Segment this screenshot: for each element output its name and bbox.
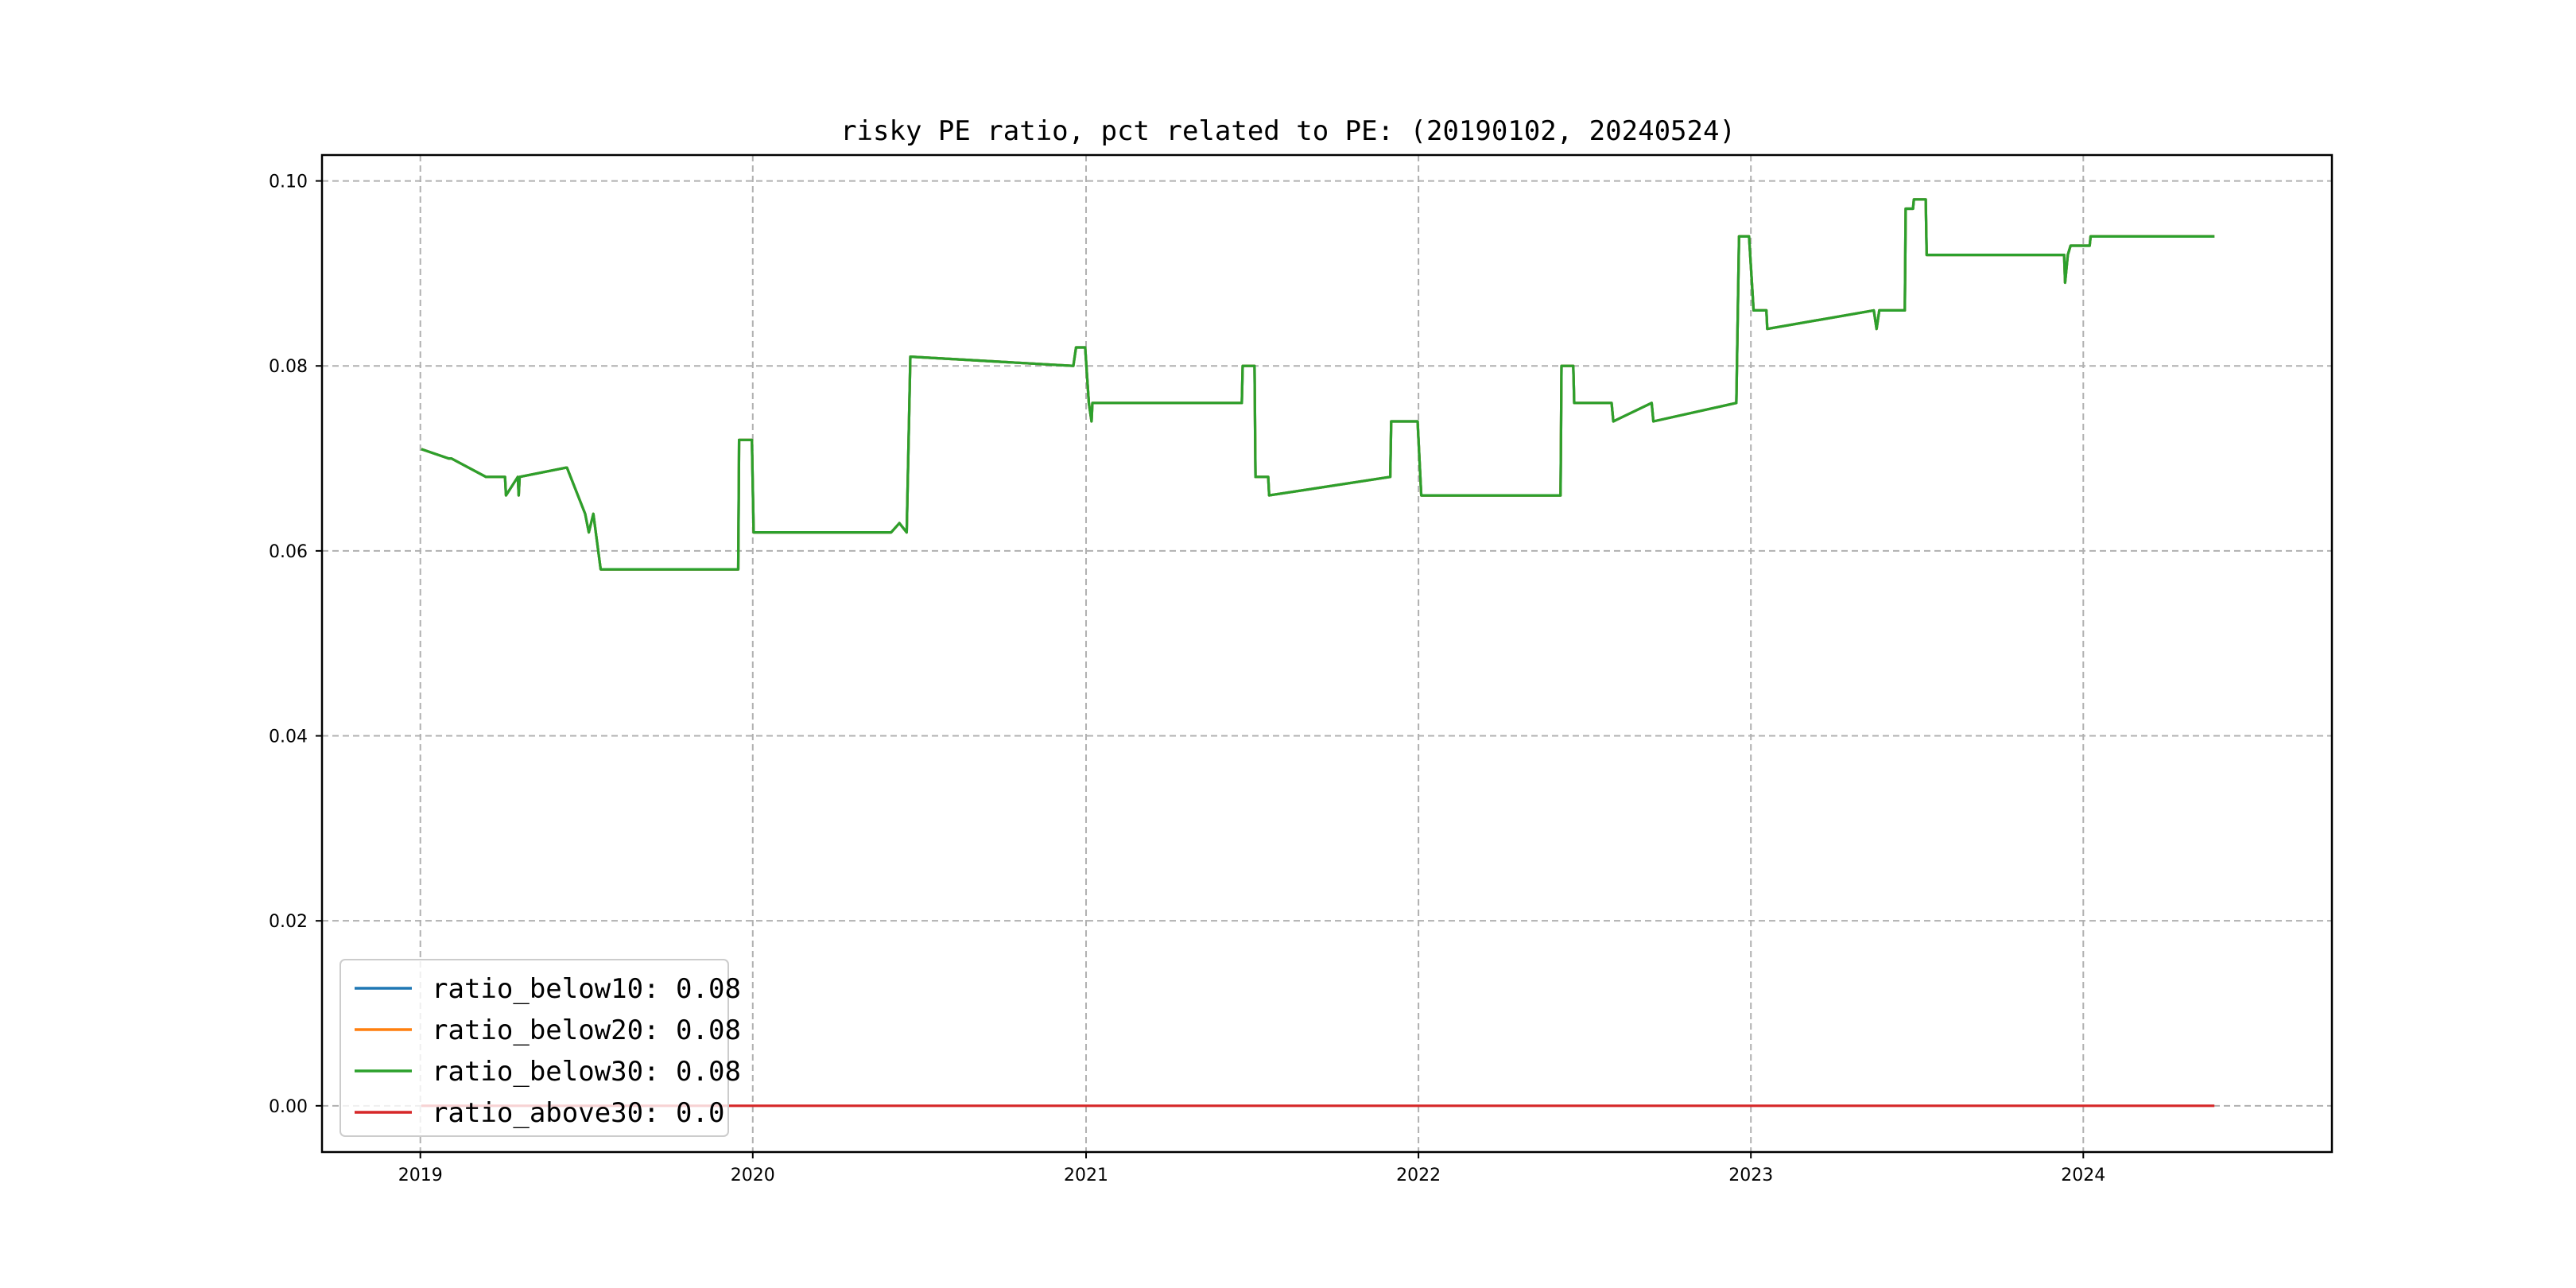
y-tick-label: 0.10 (269, 173, 308, 192)
x-tick-label: 2020 (731, 1166, 775, 1185)
legend-label: ratio_below20: 0.08 (432, 1014, 741, 1046)
legend-box (339, 959, 729, 1137)
plot-frame (320, 153, 2334, 1154)
y-tick-label: 0.00 (269, 1097, 308, 1117)
legend-label: ratio_above30: 0.0 (432, 1097, 724, 1129)
legend-label: ratio_below30: 0.08 (432, 1056, 741, 1088)
legend-label: ratio_below10: 0.08 (432, 973, 741, 1005)
y-tick-label: 0.06 (269, 542, 308, 562)
x-tick-label: 2023 (1728, 1166, 1773, 1185)
legend: ratio_below10: 0.08 ratio_below20: 0.08 ra… (339, 959, 741, 1137)
axis-ticks: 2019 2020 2021 2022 2023 2024 0.00 0.02 0.04 0.06… (269, 173, 2105, 1185)
x-tick-label: 2024 (2061, 1166, 2105, 1185)
y-tick-label: 0.02 (269, 912, 308, 932)
y-tick-label: 0.08 (269, 357, 308, 377)
series-line (421, 198, 2215, 571)
x-tick-label: 2022 (1396, 1166, 1441, 1185)
y-tick-label: 0.04 (269, 727, 308, 747)
x-tick-label: 2021 (1064, 1166, 1108, 1185)
chart-title: risky PE ratio, pct related to PE: (2019… (840, 115, 1736, 147)
x-tick-label: 2019 (398, 1166, 443, 1185)
